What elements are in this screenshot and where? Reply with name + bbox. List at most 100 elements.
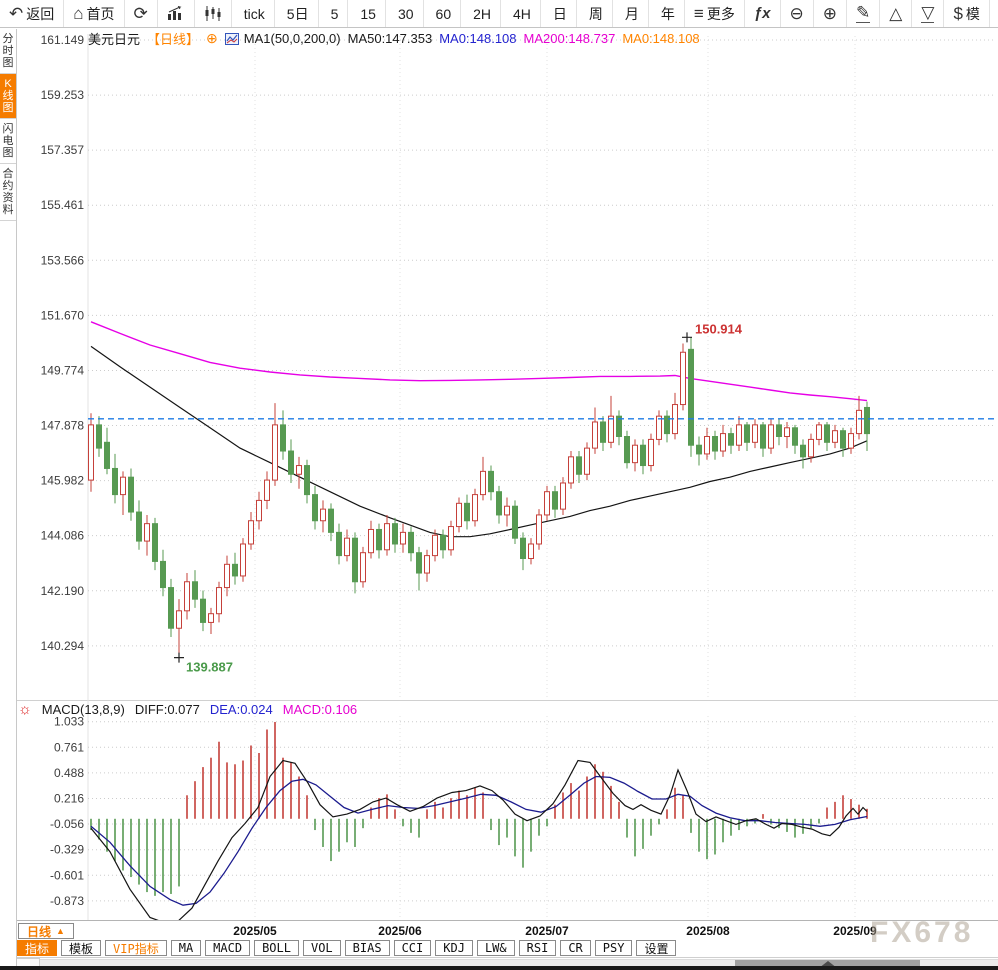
candle	[760, 421, 766, 457]
toolbar-item-period-5[interactable]: 5	[319, 0, 349, 27]
macd-header-row: ☼ MACD(13,8,9) DIFF:0.077 DEA:0.024 MACD…	[18, 702, 367, 717]
add-indicator-icon[interactable]: ⊕	[206, 30, 218, 46]
toolbar-item-period-week[interactable]: 周	[577, 0, 613, 27]
candle	[600, 416, 606, 452]
toolbar-label: 返回	[26, 5, 55, 22]
price-axis-label: 144.086	[41, 529, 85, 543]
ma50-value: MA50:147.353	[347, 31, 433, 46]
tab-设置[interactable]: 设置	[636, 940, 677, 956]
toolbar-item-fx[interactable]: ƒx	[745, 0, 781, 27]
candle	[376, 523, 382, 559]
candle	[528, 538, 534, 565]
candle	[448, 520, 454, 556]
candle	[128, 468, 134, 521]
sidebar-item-2[interactable]: K线图	[0, 74, 16, 119]
macd-settings-icon[interactable]: ☼	[18, 701, 32, 718]
toolbar-item-tick[interactable]: tick	[232, 0, 275, 27]
indicator-chart-icon	[224, 32, 239, 45]
toolbar-item-zoom-out[interactable]: ⊖	[781, 0, 814, 27]
toolbar-label: 日	[552, 5, 567, 22]
tab-模板[interactable]: 模板	[61, 940, 102, 956]
refresh-icon: ⟳	[133, 4, 148, 23]
toolbar-item-period-year[interactable]: 年	[649, 0, 685, 27]
tab-LW&[interactable]: LW&	[476, 940, 515, 956]
candle	[712, 430, 718, 460]
toolbar-item-triangle-down[interactable]: ▽	[912, 0, 945, 27]
toolbar-item-back[interactable]: ↶ 返回	[0, 0, 65, 27]
toolbar-label: 60	[435, 5, 452, 22]
tab-CCI[interactable]: CCI	[393, 940, 432, 956]
tab-RSI[interactable]: RSI	[518, 940, 557, 956]
toolbar-item-period-day[interactable]: 日	[541, 0, 577, 27]
tab-PSY[interactable]: PSY	[594, 940, 633, 956]
candle	[120, 471, 126, 515]
tab-VIP指标[interactable]: VIP指标	[105, 940, 167, 956]
tab-VOL[interactable]: VOL	[302, 940, 341, 956]
candle	[560, 477, 566, 515]
candle	[584, 442, 590, 481]
candle	[360, 546, 366, 588]
price-axis-label: 153.566	[41, 253, 85, 267]
candle	[296, 456, 302, 489]
price-axis-label: 151.670	[41, 308, 85, 322]
triangle-down-icon: ▽	[921, 3, 935, 23]
toolbar-item-period-4h[interactable]: 4H	[501, 0, 541, 27]
candle	[464, 494, 470, 530]
toolbar-item-triangle-up[interactable]: △	[880, 0, 913, 27]
candle	[392, 517, 398, 553]
toolbar-item-more[interactable]: ≡ 更多	[685, 0, 745, 27]
zoom-in-icon: ⊕	[822, 4, 838, 23]
candle	[488, 465, 494, 501]
triangle-up-icon: ▲	[56, 926, 65, 936]
horizontal-scrollbar	[0, 958, 998, 966]
candle	[304, 459, 310, 504]
zoom-out-icon: ⊖	[789, 4, 804, 23]
candle	[632, 439, 638, 472]
toolbar-item-candle-chart[interactable]	[195, 0, 232, 27]
chart-title-row: 美元日元 【日线】 ⊕ MA1(50,0,200,0) MA50:147.353…	[88, 29, 707, 48]
toolbar-item-period-5d[interactable]: 5日	[275, 0, 319, 27]
toolbar-item-draw[interactable]: ✎	[847, 0, 881, 27]
candle	[320, 500, 326, 533]
x-axis-label: 2025/06	[378, 924, 422, 938]
period-selector[interactable]: 日线 ▲	[18, 923, 74, 939]
sidebar-item-3[interactable]: 闪电图	[0, 119, 16, 164]
toolbar-item-period-month[interactable]: 月	[613, 0, 649, 27]
toolbar-item-refresh[interactable]: ⟳	[125, 0, 158, 27]
toolbar-item-period-60[interactable]: 60	[424, 0, 462, 27]
price-axis-label: 161.149	[41, 33, 85, 47]
candle	[856, 395, 862, 440]
candle	[280, 410, 286, 460]
toolbar-item-sim-trade[interactable]: $ 模	[944, 0, 990, 27]
tab-指标[interactable]: 指标	[17, 940, 58, 956]
tab-BOLL[interactable]: BOLL	[254, 940, 299, 956]
candle	[816, 421, 822, 446]
toolbar-item-period-30[interactable]: 30	[386, 0, 424, 27]
tab-KDJ[interactable]: KDJ	[435, 940, 473, 956]
tab-BIAS[interactable]: BIAS	[344, 940, 390, 956]
toolbar-item-home[interactable]: ⌂ 首页	[64, 0, 125, 27]
candle	[256, 491, 262, 530]
sidebar-item-4[interactable]: 合约资料	[0, 164, 16, 221]
toolbar-item-bar-chart[interactable]	[158, 0, 195, 27]
scrollbar-track[interactable]	[40, 959, 998, 966]
candle	[800, 439, 806, 469]
x-axis-label: 2025/08	[686, 924, 730, 938]
toolbar-label: 2H	[473, 5, 492, 22]
candle	[672, 392, 678, 440]
macd-diff-value: DIFF:0.077	[134, 702, 200, 717]
price-axis-label: 140.294	[41, 639, 85, 653]
home-icon: ⌂	[73, 4, 84, 23]
toolbar-item-zoom-in[interactable]: ⊕	[814, 0, 848, 27]
sidebar-item-1[interactable]: 分时图	[0, 29, 16, 74]
price-axis-label: 147.878	[41, 419, 85, 433]
scrollbar-thumb[interactable]	[735, 960, 920, 966]
toolbar-item-period-2h[interactable]: 2H	[461, 0, 502, 27]
tab-MACD[interactable]: MACD	[205, 940, 251, 956]
tab-MA[interactable]: MA	[170, 940, 202, 956]
candle	[440, 529, 446, 559]
candle	[208, 607, 214, 635]
tab-CR[interactable]: CR	[560, 940, 591, 956]
toolbar-item-period-15[interactable]: 15	[348, 0, 386, 27]
